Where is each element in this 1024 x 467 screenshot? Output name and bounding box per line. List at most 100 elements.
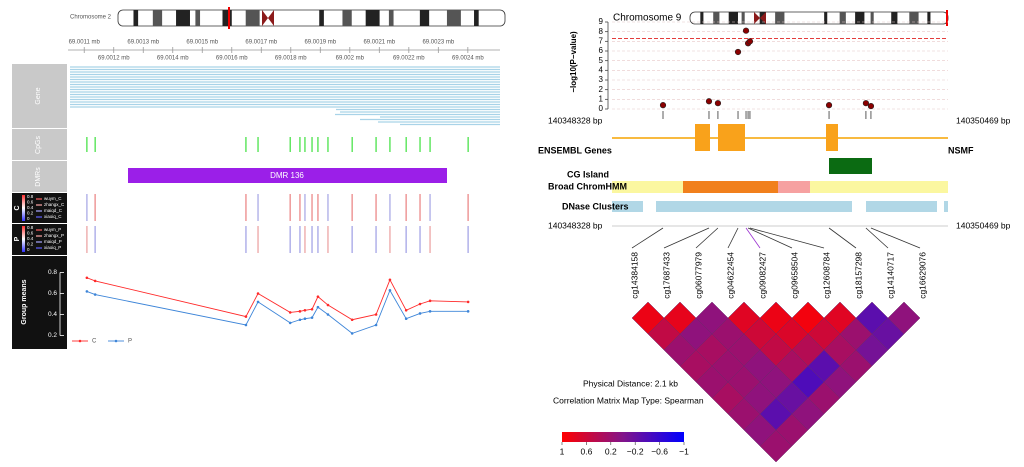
track-label-bg — [12, 224, 67, 255]
point — [256, 292, 260, 295]
scale-label: 0.2 — [27, 242, 34, 247]
track-label: C — [14, 205, 21, 210]
dmr-label: DMR 136 — [270, 171, 304, 180]
distance-note: Physical Distance: 2.1 kb — [583, 378, 678, 388]
dnase-cluster — [656, 201, 852, 212]
x-tick-label: 69.0015 mb — [186, 40, 218, 46]
cpg-label: cg16629076 — [917, 252, 927, 299]
y-tick-label: 0.8 — [48, 269, 57, 276]
point — [85, 276, 89, 280]
line-series — [86, 289, 469, 334]
ideogram-band — [855, 12, 865, 24]
connector — [828, 227, 857, 249]
ideogram-band — [927, 12, 931, 24]
x-tick-label: 69.0014 mb — [157, 56, 189, 62]
connector — [865, 227, 889, 249]
y-tick-label: 6 — [599, 46, 604, 55]
exon — [718, 124, 745, 151]
sample-label: wuym_P — [44, 227, 61, 232]
ideogram-band — [245, 10, 260, 26]
ideogram-band — [775, 12, 785, 24]
ideogram-band — [419, 10, 430, 26]
scale-label: 0.8 — [27, 194, 34, 199]
cpg-label: cg14140717 — [885, 252, 895, 299]
ideogram-band — [474, 10, 479, 26]
ideogram-band — [700, 12, 704, 24]
x-tick-label: 69.0022 mb — [393, 56, 425, 62]
centromere — [262, 10, 274, 26]
chromhmm-state — [778, 181, 810, 193]
dmr-region — [128, 168, 447, 183]
connector — [870, 227, 921, 249]
x-tick-label: 69.0024 mb — [452, 56, 484, 62]
track-label-bg — [12, 193, 67, 223]
sample-label: xiaoiq_C — [44, 214, 62, 219]
connector — [727, 227, 739, 249]
ideogram-band — [870, 12, 874, 24]
cpg-label: cg18157298 — [853, 252, 863, 299]
cpg-label: cg09658504 — [789, 252, 799, 299]
track-label: CG Island — [567, 169, 609, 179]
point — [746, 38, 754, 45]
point — [418, 312, 422, 315]
heatmap-cell — [759, 429, 793, 463]
legend-marker — [78, 339, 82, 343]
ideogram-band — [152, 10, 163, 26]
dnase-cluster — [944, 201, 948, 212]
x-tick-label: 69.0018 mb — [275, 56, 307, 62]
y-tick-label: 9 — [599, 17, 604, 26]
track-label: CpGs — [35, 136, 42, 154]
ideogram-band — [342, 10, 352, 26]
y-tick-label: 0.2 — [48, 332, 57, 339]
sample-label: maiqd_P — [44, 239, 62, 244]
point — [298, 310, 302, 313]
x-tick-label: 69.0023 mb — [422, 40, 454, 46]
x-tick-label: 69.0013 mb — [127, 40, 159, 46]
scale-label: 0 — [27, 247, 30, 252]
colorbar-label: 0.6 — [580, 446, 592, 456]
point — [742, 27, 750, 34]
point — [298, 318, 302, 322]
scale-label: 0.8 — [27, 225, 34, 230]
track-label-bg — [12, 161, 67, 192]
scale-label: 0.6 — [27, 231, 34, 236]
ideogram — [117, 9, 506, 27]
connector — [749, 227, 825, 249]
scale-label: 0 — [27, 216, 30, 221]
point — [256, 300, 260, 304]
track-label: DNase Clusters — [562, 201, 629, 211]
ideogram-band — [195, 10, 201, 26]
x-tick-label: 69.0017 mb — [245, 40, 277, 46]
scale-label: 0.2 — [27, 211, 34, 216]
range-start: 140348328 bp — [548, 115, 603, 125]
y-tick-label: 0.6 — [48, 290, 57, 297]
y-tick-label: 3 — [599, 75, 604, 84]
connector — [747, 227, 793, 249]
x-tick-label: 69.0012 mb — [98, 56, 130, 62]
track-label: Gene — [35, 87, 42, 104]
track-label-bg — [12, 64, 67, 128]
x-tick-label: 69.0021 mb — [363, 40, 395, 46]
cpg-label: cg14384158 — [629, 252, 639, 299]
sample-scale — [22, 226, 25, 252]
ideogram-highlight — [946, 10, 948, 26]
point — [734, 48, 742, 56]
dnase-cluster — [866, 201, 937, 212]
connector — [631, 227, 664, 249]
ideogram-band — [446, 10, 461, 26]
ideogram-highlight — [228, 7, 230, 29]
cg-island — [829, 158, 872, 174]
cpg-label: cg17687433 — [661, 252, 671, 299]
y-tick-label: 7 — [599, 36, 604, 45]
ideogram-band — [133, 10, 139, 26]
track-label: Broad ChromHMM — [548, 181, 627, 191]
point — [428, 299, 432, 303]
point — [244, 323, 248, 327]
colorbar-label: −0.2 — [627, 446, 644, 456]
point — [244, 315, 248, 318]
connector — [695, 227, 719, 249]
ideogram-band — [741, 12, 745, 24]
x-tick-label: 69.0011 mb — [69, 40, 101, 46]
track-label-bg — [12, 129, 67, 160]
